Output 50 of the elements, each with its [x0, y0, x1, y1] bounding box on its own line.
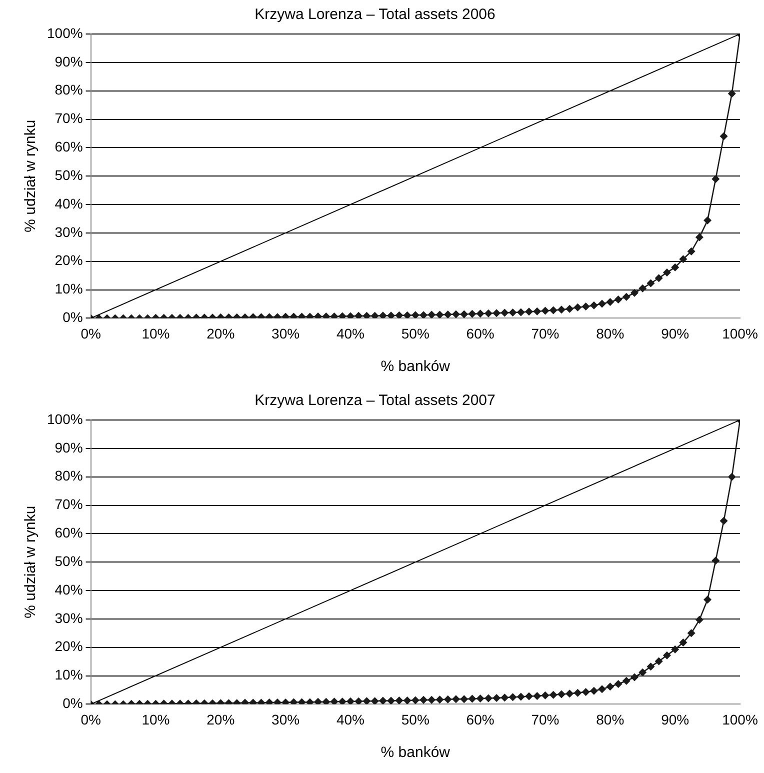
- y-tick-label: 70%: [54, 496, 83, 512]
- x-tick-label: 10%: [142, 711, 170, 728]
- x-axis-title: % banków: [380, 744, 450, 762]
- x-tick-label: 20%: [206, 711, 235, 728]
- y-tick-label: 50%: [54, 166, 83, 183]
- x-tick-label: 0%: [80, 711, 101, 728]
- y-tick-label: 40%: [54, 195, 83, 212]
- y-tick-label: 100%: [46, 410, 83, 427]
- y-axis-title: % udział w rynku: [22, 506, 40, 618]
- x-tick-label: 70%: [531, 325, 560, 342]
- y-tick-label: 90%: [54, 53, 83, 70]
- x-tick-label: 30%: [272, 325, 300, 342]
- y-tick-label: 20%: [54, 252, 83, 268]
- y-tick-label: 70%: [54, 110, 83, 126]
- x-tick-label: 70%: [531, 711, 560, 728]
- y-tick-label: 80%: [54, 82, 83, 98]
- x-axis-title: % banków: [380, 358, 450, 376]
- y-tick-label: 60%: [54, 524, 83, 541]
- y-tick-label: 60%: [54, 138, 83, 155]
- y-tick-label: 40%: [54, 581, 83, 598]
- y-tick-label: 90%: [54, 439, 83, 456]
- y-tick-label: 0%: [62, 309, 83, 326]
- y-tick-label: 30%: [54, 224, 83, 240]
- y-tick-label: 30%: [54, 610, 83, 626]
- x-tick-label: 40%: [336, 711, 364, 728]
- y-tick-label: 10%: [54, 666, 83, 683]
- x-tick-label: 100%: [722, 325, 758, 342]
- y-axis-title: % udział w rynku: [22, 120, 40, 232]
- x-tick-label: 80%: [596, 711, 624, 728]
- y-tick-label: 80%: [54, 468, 83, 484]
- x-tick-label: 20%: [206, 325, 235, 342]
- x-tick-label: 40%: [336, 325, 364, 342]
- x-tick-label: 50%: [401, 711, 430, 728]
- x-tick-label: 0%: [80, 325, 101, 342]
- x-tick-label: 60%: [466, 325, 494, 342]
- x-tick-label: 90%: [661, 325, 690, 342]
- x-tick-label: 30%: [272, 711, 300, 728]
- y-tick-label: 20%: [54, 638, 83, 654]
- chart-title: Krzywa Lorenza – Total assets 2006: [254, 6, 496, 24]
- x-tick-label: 50%: [401, 325, 430, 342]
- x-tick-label: 10%: [142, 325, 170, 342]
- y-tick-label: 100%: [46, 24, 83, 41]
- y-tick-label: 50%: [54, 552, 83, 569]
- x-tick-label: 60%: [466, 711, 494, 728]
- x-tick-label: 90%: [661, 711, 690, 728]
- y-tick-label: 10%: [54, 280, 83, 297]
- x-tick-label: 100%: [722, 711, 758, 728]
- x-tick-label: 80%: [596, 325, 624, 342]
- chart-title: Krzywa Lorenza – Total assets 2007: [254, 392, 496, 410]
- y-tick-label: 0%: [62, 695, 83, 712]
